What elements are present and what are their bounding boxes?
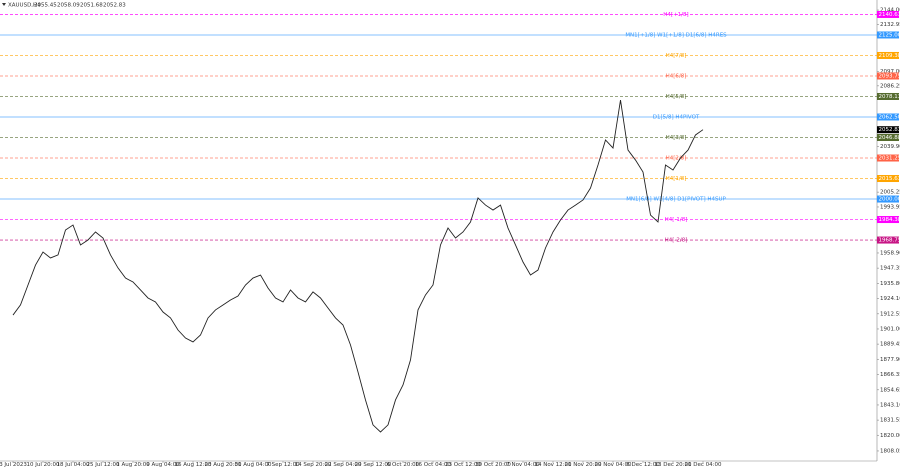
y-tick-label: 1808.05: [880, 448, 900, 454]
x-tick-label: 14 Nov 12:00: [534, 462, 572, 468]
level-price-label: 2093.75: [879, 73, 900, 79]
y-tick-label: 1912.55: [880, 311, 900, 317]
current-price-box: [877, 126, 899, 134]
current-price-label: 2052.83: [879, 127, 900, 133]
level-price-label: 2125.00: [879, 32, 900, 38]
y-tick-label: 1901.00: [880, 326, 900, 332]
level-price-label: 1984.38: [879, 217, 900, 223]
level-label: MN1[6/8] W1[4/8] D1[PIVOT] H4SUP: [626, 197, 726, 203]
level-price-box: [877, 92, 899, 100]
level-price-box: [877, 31, 899, 39]
x-tick-label: 31 Aug 04:00: [234, 462, 272, 468]
x-tick-label: 29 Sep 12:00: [355, 462, 392, 468]
level-price-box: [877, 134, 899, 142]
level-price-box: [877, 154, 899, 162]
level-label: D1[5/8] H4PIVOT: [653, 115, 700, 121]
x-tick-label: 29 Nov 04:00: [594, 462, 632, 468]
level-label: H4[5/8]: [666, 94, 687, 100]
level-price-label: 2078.13: [879, 94, 900, 100]
level-price-box: [877, 113, 899, 121]
price-line: [12, 100, 704, 433]
level-price-label: 2062.50: [879, 115, 900, 121]
header-arrow: [2, 3, 6, 6]
y-tick-label: 1831.55: [880, 418, 900, 424]
level-price-box: [877, 10, 899, 18]
level-price-box: [877, 236, 899, 244]
y-tick-label: 1854.65: [880, 387, 900, 393]
y-tick-label: 2144.00: [880, 8, 900, 14]
x-tick-label: 30 Oct 20:00: [475, 462, 511, 468]
level-price-label: 2109.38: [879, 53, 900, 59]
y-tick-label: 1877.90: [880, 357, 900, 363]
y-tick-label: 2086.25: [880, 83, 900, 89]
level-label: MN1[+1/8] W1[+1/8] D1[6/8] H4RES: [625, 32, 727, 38]
level-label: H4[3/8]: [666, 135, 687, 141]
level-label: H4[2/8]: [666, 156, 687, 162]
x-tick-label: 14 Sep 20:00: [295, 462, 332, 468]
x-tick-label: 25 Jul 12:00: [87, 462, 120, 468]
level-price-box: [877, 51, 899, 59]
x-tick-label: 21 Nov 20:00: [564, 462, 602, 468]
x-tick-label: 21 Dec 04:00: [685, 462, 722, 468]
level-price-box: [877, 216, 899, 224]
y-tick-label: 1843.10: [880, 402, 900, 408]
level-label: H4[+1/8]: [663, 12, 688, 18]
level-price-box: [877, 175, 899, 183]
x-tick-label: 22 Sep 04:00: [325, 462, 362, 468]
level-label: H4[7/8]: [666, 53, 687, 59]
x-tick-label: 16 Oct 04:00: [415, 462, 451, 468]
x-tick-label: 18 Jul 04:00: [57, 462, 90, 468]
x-tick-label: 7 Sep 12:00: [266, 462, 300, 468]
level-price-label: 2031.25: [879, 156, 900, 162]
x-tick-label: 16 Aug 12:00: [174, 462, 212, 468]
header: XAUUSD,H4 2055.45 2058.09 2051.68 2052.8…: [2, 3, 126, 9]
level-price-label: 2000.00: [879, 197, 900, 203]
x-tick-label: 7 Nov 04:00: [506, 462, 540, 468]
y-tick-label: 2132.95: [880, 22, 900, 28]
x-tick-label: 6 Dec 12:00: [626, 462, 660, 468]
x-tick-label: 1 Aug 20:00: [116, 462, 150, 468]
x-tick-label: 23 Aug 20:00: [204, 462, 242, 468]
x-tick-label: 13 Dec 20:00: [655, 462, 692, 468]
level-price-label: 2015.63: [879, 176, 900, 182]
y-tick-label: 2005.25: [880, 190, 900, 196]
y-tick-label: 1947.35: [880, 266, 900, 272]
x-tick-label: 9 Aug 04:00: [146, 462, 180, 468]
y-tick-label: 1866.35: [880, 372, 900, 378]
low: 2051.68: [80, 3, 103, 9]
level-label: H4[-1/8]: [665, 217, 688, 223]
x-tick-label: 3 Jul 2023: [0, 462, 27, 468]
y-tick-label: 1935.80: [880, 281, 900, 287]
y-tick-label: 2097.00: [880, 69, 900, 75]
y-tick-label: 1820.00: [880, 433, 900, 439]
y-tick-label: 1889.45: [880, 342, 900, 348]
x-tick-label: 23 Oct 12:00: [445, 462, 481, 468]
level-label: H4[-2/8]: [665, 238, 688, 244]
y-tick-label: 1958.90: [880, 250, 900, 256]
high: 2058.09: [57, 3, 80, 9]
level-price-label: 2140.63: [879, 12, 900, 18]
y-tick-label: 2039.90: [880, 144, 900, 150]
level-price-label: 1968.75: [879, 238, 900, 244]
level-label: H4[1/8]: [666, 176, 687, 182]
level-price-box: [877, 195, 899, 203]
close: 2052.83: [103, 3, 126, 9]
level-price-box: [877, 72, 899, 80]
open: 2055.45: [34, 3, 57, 9]
x-tick-label: 10 Jul 20:00: [27, 462, 60, 468]
level-label: H4[6/8]: [666, 73, 687, 79]
x-tick-label: 6 Oct 20:00: [387, 462, 420, 468]
y-tick-label: 1993.95: [880, 204, 900, 210]
y-tick-label: 1924.10: [880, 296, 900, 302]
level-price-label: 2046.88: [879, 135, 900, 141]
symbol: XAUUSD,H4: [8, 3, 41, 9]
